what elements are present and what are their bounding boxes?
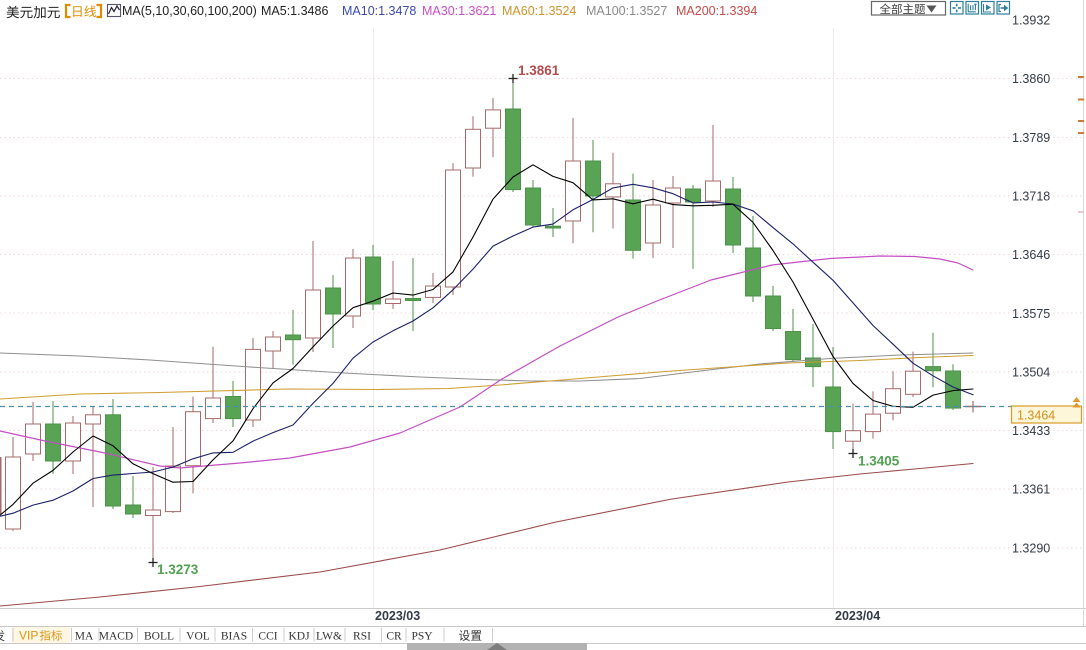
svg-text:MA: MA — [75, 631, 94, 643]
svg-text:1.3405: 1.3405 — [858, 454, 900, 469]
svg-text:1.3290: 1.3290 — [1012, 541, 1050, 555]
svg-text:1.3504: 1.3504 — [1012, 365, 1050, 379]
svg-text:MA30:1.3621: MA30:1.3621 — [422, 4, 496, 18]
svg-text:1.3860: 1.3860 — [1012, 72, 1050, 86]
svg-text:MA100:1.3527: MA100:1.3527 — [586, 4, 667, 18]
svg-text:1.3433: 1.3433 — [1012, 424, 1050, 438]
svg-text:CR: CR — [386, 631, 402, 643]
svg-text:PSY: PSY — [411, 631, 433, 643]
svg-text:1.3575: 1.3575 — [1012, 307, 1050, 321]
svg-text:MA60:1.3524: MA60:1.3524 — [502, 4, 576, 18]
svg-text:MA10:1.3478: MA10:1.3478 — [342, 4, 416, 18]
svg-text:VIP: VIP — [19, 629, 38, 643]
svg-text:CCI: CCI — [258, 631, 277, 643]
svg-text:RSI: RSI — [353, 631, 371, 643]
svg-text:LW&: LW& — [316, 631, 342, 643]
svg-text:2023/03: 2023/03 — [375, 609, 420, 623]
svg-text:1.3646: 1.3646 — [1012, 248, 1050, 262]
svg-text:MA(5,10,30,60,100,200): MA(5,10,30,60,100,200) — [122, 4, 257, 18]
svg-text:VOL: VOL — [186, 631, 210, 643]
svg-text:1.3861: 1.3861 — [518, 63, 560, 78]
svg-text:BOLL: BOLL — [144, 631, 174, 643]
svg-text:1.3464: 1.3464 — [1017, 409, 1055, 423]
svg-text:1.3718: 1.3718 — [1012, 189, 1050, 203]
svg-text:KDJ: KDJ — [288, 631, 310, 643]
svg-text:MA200:1.3394: MA200:1.3394 — [676, 4, 757, 18]
svg-text:1.3932: 1.3932 — [1012, 14, 1050, 28]
svg-text:1.3789: 1.3789 — [1012, 131, 1050, 145]
svg-text:BIAS: BIAS — [221, 631, 247, 643]
svg-text:MACD: MACD — [99, 631, 134, 643]
svg-text:1.3273: 1.3273 — [157, 562, 199, 577]
svg-text:MA5:1.3486: MA5:1.3486 — [261, 4, 328, 18]
svg-text:2023/04: 2023/04 — [835, 609, 880, 623]
svg-text:1.3361: 1.3361 — [1012, 483, 1050, 497]
